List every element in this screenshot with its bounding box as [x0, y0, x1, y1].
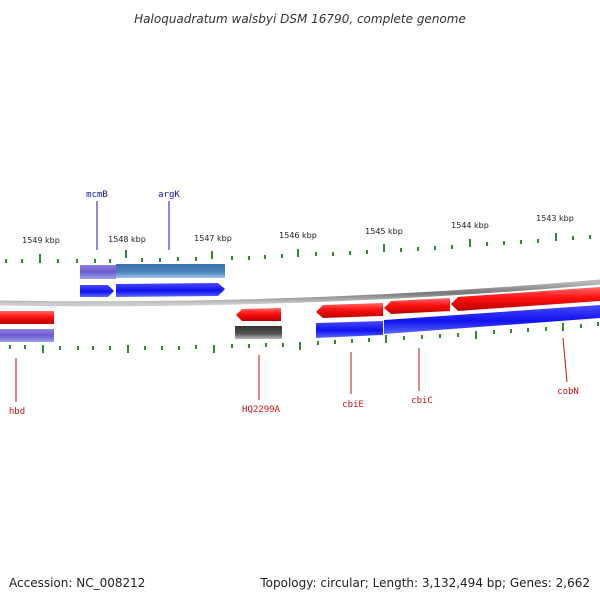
- gene-label-mcmB[interactable]: mcmB: [86, 190, 108, 200]
- orf-feature-purple: [80, 265, 116, 279]
- gene-arrow-cbiE: [316, 303, 383, 318]
- gene-label-hbd[interactable]: hbd: [9, 407, 25, 417]
- orf-feature-steel: [116, 264, 225, 278]
- gene-label-argK[interactable]: argK: [158, 190, 180, 200]
- map-title: Haloquadratum walsbyi DSM 16790, complet…: [134, 12, 466, 26]
- orf-feature-blue: [384, 305, 600, 334]
- orf-feature-purple: [0, 329, 54, 342]
- orf-track-upper: [80, 264, 225, 279]
- scale-label: 1545 kbp: [365, 227, 403, 236]
- scale-label: 1544 kbp: [451, 221, 489, 230]
- scale-label: 1546 kbp: [279, 231, 317, 240]
- gene-arrow-cbiC: [384, 298, 450, 314]
- gene-arrow-HQ2299A: [236, 308, 281, 321]
- accession-text: Accession: NC_008212: [9, 576, 146, 590]
- gene-arrow-argK: [116, 283, 225, 297]
- scale-label: 1547 kbp: [194, 234, 232, 243]
- upper-tick-ring: [5, 233, 591, 263]
- gene-track-upper: [80, 283, 225, 297]
- scale-label: 1548 kbp: [108, 235, 146, 244]
- scale-label: 1543 kbp: [536, 214, 574, 223]
- orf-feature-blue: [316, 321, 383, 338]
- orf-feature-gray: [235, 326, 282, 339]
- gene-label-cbiE[interactable]: cbiE: [342, 400, 364, 410]
- gene-label-cbiC[interactable]: cbiC: [411, 396, 433, 406]
- genome-backbone: [0, 279, 600, 307]
- orf-track-lower: [0, 305, 600, 342]
- gene-arrow-hbd: [0, 311, 54, 324]
- gene-callout-lines: [15, 201, 568, 402]
- scale-label: 1549 kbp: [22, 236, 60, 245]
- gene-track-forward: [0, 287, 600, 324]
- lower-tick-ring: [9, 322, 599, 353]
- gene-label-HQ2299A[interactable]: HQ2299A: [242, 405, 281, 415]
- topology-text: Topology: circular; Length: 3,132,494 bp…: [260, 576, 590, 590]
- gene-arrow-mcmB: [80, 285, 114, 297]
- gene-label-cobN[interactable]: cobN: [557, 387, 579, 397]
- gene-arrow-cobN: [451, 287, 600, 311]
